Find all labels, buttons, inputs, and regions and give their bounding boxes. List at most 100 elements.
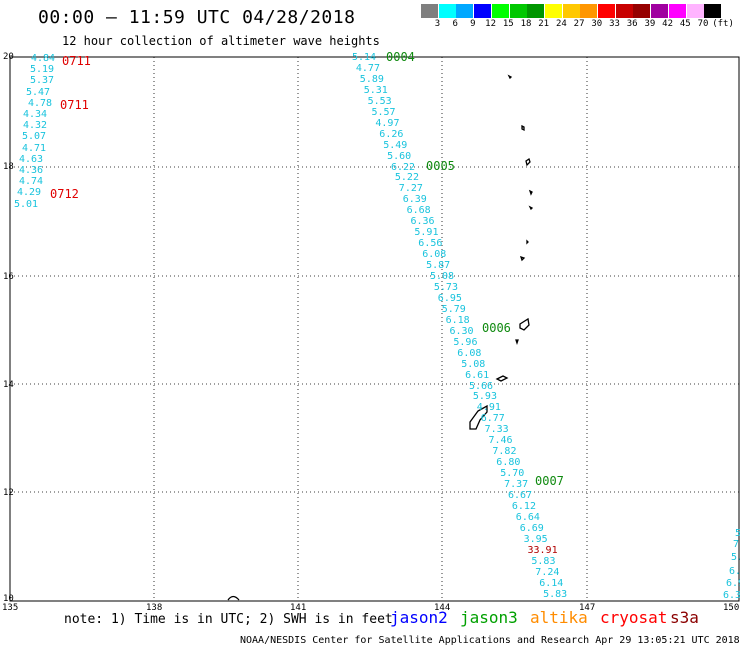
map-title: 00:00 – 11:59 UTC 04/28/2018	[38, 7, 356, 28]
scale-swatch	[421, 4, 438, 18]
scale-label: 30	[591, 19, 603, 29]
lat-tick-label: 20	[3, 52, 14, 62]
scale-swatch	[562, 4, 580, 18]
wave-height-value: 7.27	[398, 183, 423, 195]
wave-height-value: 6.64	[515, 511, 540, 523]
wave-height-value: 6.9	[726, 578, 740, 589]
lon-tick-label: 144	[434, 603, 451, 613]
scale-swatch	[633, 4, 651, 18]
scale-label: 12	[485, 19, 497, 29]
scale-label: 21	[538, 19, 550, 29]
scale-swatch	[686, 4, 704, 18]
pass-label: 0007	[535, 474, 564, 488]
wave-height-value: 5.47	[26, 86, 51, 98]
wave-height-value: 6.26	[379, 128, 404, 140]
lon-tick-label: 138	[146, 603, 163, 613]
scale-label: 42	[662, 19, 674, 29]
wave-height-value: 6.08	[422, 249, 447, 261]
wave-height-value: 6.	[729, 566, 740, 577]
wave-height-value: 4.63	[19, 153, 44, 165]
scale-label: 45	[679, 19, 691, 29]
pass-label: 0711	[62, 54, 91, 68]
scale-swatch	[438, 4, 456, 18]
pass-label: 0006	[482, 321, 511, 335]
scale-swatch	[580, 4, 598, 18]
wave-height-value: 6.80	[496, 457, 521, 469]
scale-label: 15	[502, 19, 514, 29]
wave-height-value: 5.14	[352, 52, 377, 63]
wave-height-value: 4.74	[19, 176, 44, 188]
scale-label: 3	[434, 19, 441, 29]
map-subtitle: 12 hour collection of altimeter wave hei…	[62, 34, 380, 48]
wave-height-value: 6.3	[723, 590, 740, 601]
scale-label: 18	[520, 19, 532, 29]
pass-label: 0712	[50, 187, 79, 201]
wave-height-value: 5.01	[14, 198, 39, 210]
wave-height-value: 5.91	[414, 227, 439, 239]
wave-height-value: 33.91	[527, 544, 558, 556]
graticule	[10, 57, 739, 601]
legend-s3a: s3a	[670, 608, 699, 627]
wave-height-value: 6.77	[480, 413, 505, 425]
wave-height-value: 6.22	[391, 161, 416, 173]
scale-label: 6	[452, 19, 458, 29]
wave-height-value: 5.08	[461, 358, 486, 370]
wave-height-value: 4.97	[375, 117, 400, 129]
lon-tick-label: 147	[579, 603, 596, 613]
wave-height-value: 5.73	[433, 281, 458, 293]
wave-height-value: 5.07	[22, 131, 47, 143]
wave-height-value: 4.34	[23, 109, 48, 120]
wave-height-value: 4.78	[28, 97, 53, 109]
wave-height-value: 5.79	[441, 303, 466, 315]
wave-height-value: 5.	[731, 552, 740, 563]
scale-swatch	[509, 4, 527, 18]
scale-label: 36	[626, 19, 638, 29]
wave-height-value: 5.83	[543, 588, 568, 600]
island-outlines	[227, 74, 534, 601]
pass-label: 0711	[60, 98, 89, 112]
wave-height-value: 5.31	[363, 84, 388, 96]
wave-height-value: 5.37	[30, 75, 55, 87]
lon-tick-label: 141	[290, 603, 307, 613]
lat-tick-label: 14	[3, 380, 14, 390]
scale-swatch	[651, 4, 669, 18]
wave-height-value: 5.89	[359, 73, 384, 85]
wave-height-value: 6.12	[511, 500, 536, 512]
wave-height-value: 6.18	[445, 314, 470, 326]
wave-height-value: 5.83	[531, 555, 556, 567]
lat-tick-label: 12	[3, 488, 14, 498]
legend-cryosat: cryosat	[600, 608, 668, 627]
wave-height-value: 6.61	[465, 369, 490, 381]
wave-height-value: 5.70	[500, 468, 525, 480]
scale-swatch	[615, 4, 633, 18]
legend-altika: altika	[530, 608, 588, 627]
wave-height-value: 5.08	[430, 271, 455, 282]
footer-credit: NOAA/NESDIS Center for Satellite Applica…	[240, 635, 740, 646]
lon-tick-label: 150	[723, 603, 740, 613]
scale-swatch	[668, 4, 686, 18]
wave-height-value: 5.57	[371, 106, 396, 118]
wave-height-value: 3.95	[523, 533, 548, 545]
footnote: note: 1) Time is in UTC; 2) SWH is in fe…	[64, 612, 393, 627]
scale-label: 9	[470, 19, 476, 29]
pass-label: 0004	[386, 50, 415, 64]
scale-swatch	[474, 4, 492, 18]
legend-jason2: jason2	[390, 608, 448, 627]
legend-jason3: jason3	[460, 608, 518, 627]
wave-height-value: 5.22	[394, 172, 419, 184]
wave-height-value: 5.66	[469, 380, 494, 392]
wave-height-value: 5.93	[472, 391, 497, 403]
map-frame	[9, 56, 740, 602]
scale-swatch	[544, 4, 562, 18]
wave-height-value: 5.60	[387, 150, 412, 162]
wave-height-value: 6.14	[539, 577, 564, 589]
wave-height-value: 6.95	[437, 292, 462, 304]
scale-label: (ft)	[712, 19, 734, 29]
scale-swatch	[456, 4, 474, 18]
wave-height-value: 4.32	[23, 120, 48, 132]
lat-tick-label: 16	[3, 272, 14, 282]
wave-height-value: 7.24	[535, 566, 560, 578]
wave-height-value: 4.84	[31, 53, 56, 64]
scale-label: 27	[573, 19, 585, 29]
wave-height-value: 6.68	[406, 205, 431, 217]
